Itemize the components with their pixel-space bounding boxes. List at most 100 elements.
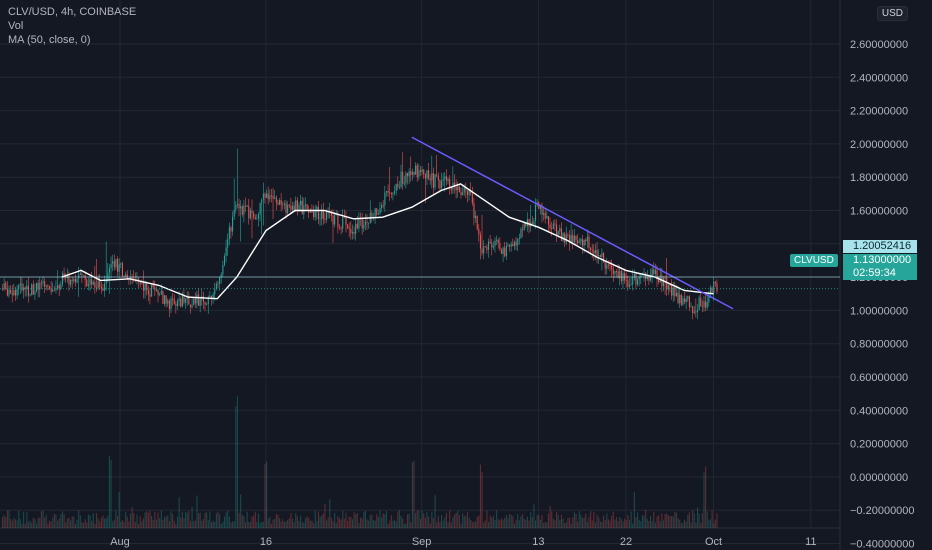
volume-bar [151, 515, 153, 528]
volume-bar [2, 516, 4, 528]
candle-body [552, 223, 554, 229]
candle-body [188, 295, 190, 305]
candle-body [648, 276, 650, 281]
volume-bar [526, 516, 528, 528]
volume-bar [107, 515, 109, 528]
candle-body [674, 287, 676, 297]
candle-body [345, 217, 347, 225]
volume-bar [356, 513, 358, 528]
candle-body [256, 218, 258, 220]
volume-bar [601, 521, 603, 528]
candle-body [415, 165, 417, 175]
volume-bar [382, 513, 384, 528]
candle-body [534, 204, 537, 221]
candle-body [295, 200, 297, 211]
volume-bar [418, 510, 420, 528]
candle-body [300, 200, 302, 206]
volume-bar [138, 523, 140, 528]
volume-bar [682, 522, 684, 528]
volume-indicator-label[interactable]: Vol [8, 20, 24, 32]
volume-bar [360, 517, 362, 528]
volume-bar [593, 512, 595, 528]
candle-body [632, 277, 634, 285]
volume-bar [470, 519, 472, 528]
candle-body [526, 219, 528, 226]
volume-bar [530, 512, 532, 528]
candle-body [136, 278, 138, 281]
candle-body [306, 204, 308, 210]
candle-body [450, 188, 452, 190]
candle-body [531, 222, 533, 225]
candle-body [701, 306, 703, 308]
volume-bar [625, 519, 627, 528]
volume-bar [423, 513, 425, 528]
candle-body [486, 246, 488, 250]
candle-body [509, 245, 511, 247]
volume-bar [262, 521, 264, 528]
candle-body [669, 284, 671, 286]
candle-body [398, 186, 400, 188]
candle-body [89, 279, 91, 285]
volume-bar [496, 510, 498, 528]
volume-bar [706, 511, 708, 528]
volume-bar [364, 510, 366, 528]
candle-body [439, 180, 441, 189]
volume-bar [79, 515, 81, 528]
candle-body [637, 279, 639, 285]
candle-body [708, 293, 710, 303]
volume-bar [434, 495, 436, 528]
candle-body [73, 278, 75, 281]
volume-bar [257, 513, 260, 528]
candle-body [575, 235, 577, 241]
candle-body [682, 298, 684, 305]
candle-body [591, 249, 593, 251]
candle-body [615, 271, 618, 272]
candle-body [180, 299, 182, 307]
candle-body [405, 172, 407, 183]
volume-bar [198, 513, 200, 528]
candle-body [16, 288, 18, 296]
volume-bar [428, 516, 430, 528]
volume-bar [120, 521, 122, 528]
candle-body [559, 228, 561, 232]
candle-body [227, 238, 229, 248]
candle-body [285, 203, 287, 213]
currency-button[interactable]: USD [876, 6, 908, 21]
volume-bar [534, 520, 537, 528]
candle-body [543, 212, 545, 215]
candle-body [253, 213, 255, 218]
volume-bar [701, 513, 703, 528]
candle-body [87, 284, 89, 286]
volume-bar [337, 515, 339, 528]
candle-body [421, 169, 423, 172]
volume-bar [112, 521, 114, 528]
volume-bar [73, 516, 75, 528]
volume-bar [667, 515, 669, 528]
candle-body [517, 238, 519, 246]
volume-bar [311, 520, 313, 528]
volume-bar [253, 515, 255, 528]
candle-body [627, 280, 629, 287]
volume-bar [326, 520, 328, 528]
volume-bar [215, 513, 217, 528]
candle-body [194, 298, 196, 304]
volume-bar [500, 518, 503, 528]
candle-body [671, 285, 673, 296]
candle-body [481, 248, 483, 254]
candle-body [261, 199, 263, 203]
candle-body [539, 204, 541, 209]
volume-bar [453, 514, 456, 528]
volume-bar [687, 514, 689, 528]
volume-bar [206, 512, 208, 528]
volume-bar [202, 518, 204, 528]
moving-average-indicator-label[interactable]: MA (50, close, 0) [8, 34, 91, 46]
candle-body [266, 193, 268, 198]
candle-body [706, 302, 708, 308]
y-tick-label: 0.20000000 [850, 439, 908, 451]
candle-body [455, 186, 457, 191]
volume-bar [369, 515, 371, 528]
candle-body [382, 205, 384, 206]
volume-bar [129, 513, 132, 528]
volume-bar [48, 520, 51, 528]
